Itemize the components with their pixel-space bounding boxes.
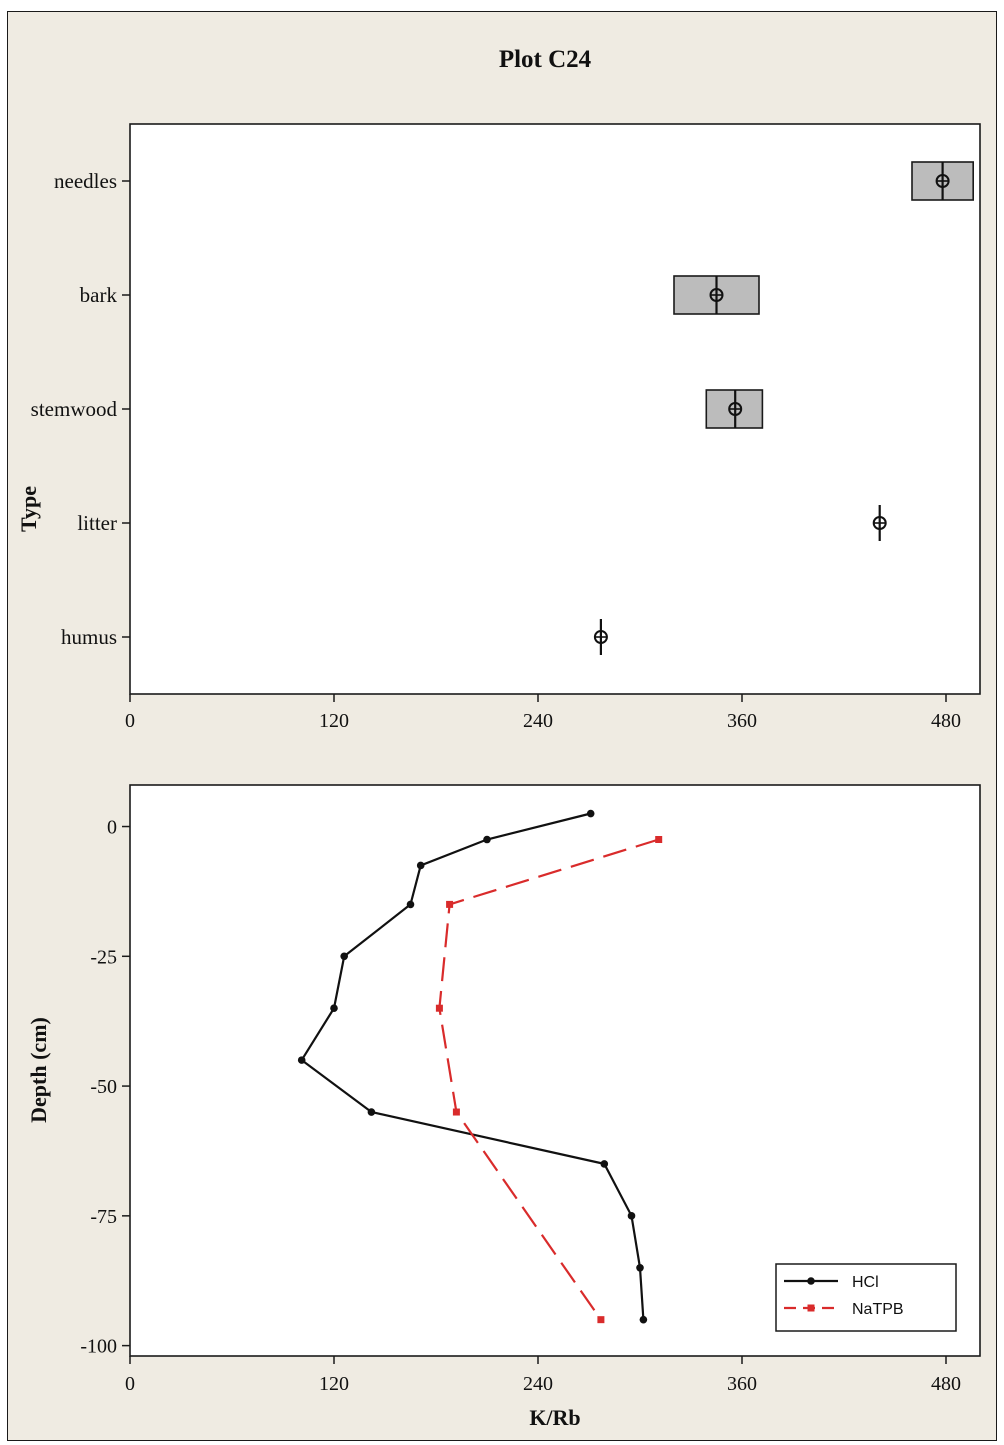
depth-y-tick-label: -50 [90,1076,117,1098]
depth-line-panel: Depth (cm) K/Rb 0 -25 -50 -75 -100 0 120 240 36… [26,785,980,1430]
series-point-natpb [446,901,453,908]
legend: HCl NaTPB [776,1264,956,1331]
boxplot-x-tick-label: 480 [931,710,961,732]
series-point-hcl [628,1212,636,1220]
depth-x-tick-label: 480 [931,1373,961,1395]
boxplot-y-axis-label: Type [16,486,41,532]
boxplot-x-tick-label: 240 [523,710,553,732]
series-point-hcl [407,901,415,909]
legend-swatch-marker [808,1305,815,1312]
depth-y-tick-label: -25 [90,946,117,968]
boxplot-y-tick-label: litter [77,511,117,535]
depth-y-tick-label: 0 [107,817,117,839]
box-stemwood [706,390,762,428]
figure-title: Plot C24 [499,46,592,73]
series-point-hcl [483,836,491,844]
series-point-hcl [601,1160,609,1168]
boxplot-y-tick-label: humus [61,625,117,649]
depth-y-tick-label: -75 [90,1206,117,1228]
series-point-hcl [368,1108,376,1116]
depth-x-tick-label: 240 [523,1373,553,1395]
depth-x-tick-label: 120 [319,1373,349,1395]
series-point-hcl [330,1004,338,1012]
series-point-hcl [587,810,595,818]
series-point-hcl [640,1316,648,1324]
series-point-hcl [417,862,425,870]
series-point-natpb [655,836,662,843]
depth-x-tick-label: 360 [727,1373,757,1395]
series-point-hcl [636,1264,644,1272]
series-point-natpb [597,1316,604,1323]
boxplot-y-tick-label: bark [80,283,118,307]
depth-y-tick-label: -100 [80,1336,117,1358]
boxplot-y-tick-label: stemwood [31,397,118,421]
boxplot-x-tick-label: 360 [727,710,757,732]
depth-x-axis-label: K/Rb [529,1405,580,1430]
series-point-natpb [436,1005,443,1012]
legend-swatch-marker [807,1277,815,1285]
depth-x-tick-label: 0 [125,1373,135,1395]
boxplot-x-tick-label: 0 [125,710,135,732]
boxplot-y-tick-label: needles [54,169,117,193]
series-point-hcl [340,953,348,961]
box-needles [912,162,973,200]
legend-label: NaTPB [852,1301,904,1318]
box-bark [674,276,759,314]
boxplot-plot-area [130,124,980,694]
boxplot-panel: Type needles bark stemwood litter humus 0 120… [16,124,980,732]
series-point-natpb [453,1109,460,1116]
legend-label: HCl [852,1274,879,1291]
boxplot-x-tick-label: 120 [319,710,349,732]
series-point-hcl [298,1056,306,1064]
depth-y-axis-label: Depth (cm) [26,1017,51,1123]
